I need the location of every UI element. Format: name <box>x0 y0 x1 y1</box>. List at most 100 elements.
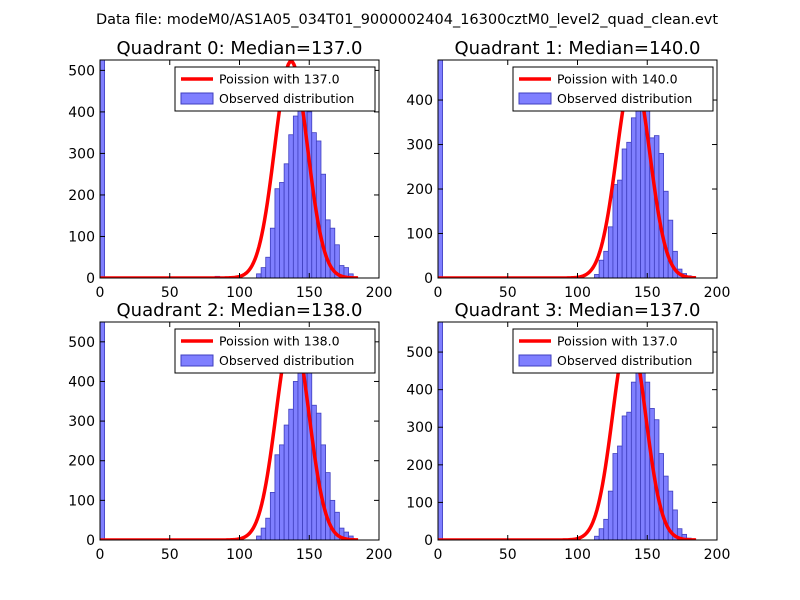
histogram-bar <box>626 141 632 278</box>
histogram-bar <box>265 517 271 540</box>
x-tick-label: 150 <box>634 285 661 301</box>
histogram-bar <box>626 411 632 540</box>
histogram-bar <box>667 219 674 278</box>
y-tick-label: 300 <box>68 414 95 430</box>
legend-label-hist: Observed distribution <box>219 91 354 106</box>
histogram-bar <box>607 226 614 278</box>
histogram-bar <box>269 227 276 278</box>
y-tick-label: 500 <box>68 335 95 351</box>
panel-quadrant-2: 0 50 100 150 200 0 100 200 300 400 500 Quadrant 2: … <box>68 300 392 563</box>
x-tick-label: 0 <box>96 547 105 563</box>
legend: Poission with 140.0 Observed distribution <box>512 66 714 112</box>
legend-bar-swatch <box>180 92 214 105</box>
histogram-bar <box>306 361 313 540</box>
y-tick-label: 200 <box>406 182 433 198</box>
x-tick-label: 50 <box>499 547 517 563</box>
legend-label-curve: Poission with 138.0 <box>219 334 340 349</box>
legend-bar-swatch <box>518 354 552 367</box>
panel-quadrant-0: 0 50 100 150 200 0 100 200 300 400 500 Quadrant 0: … <box>68 38 392 301</box>
histogram-bar <box>256 535 262 540</box>
panel-title: Quadrant 3: Median=137.0 <box>455 300 701 321</box>
legend: Poission with 137.0 Observed distribution <box>512 328 714 374</box>
x-tick-label: 150 <box>634 547 661 563</box>
histogram-bar <box>343 267 349 278</box>
y-tick-label: 200 <box>406 458 433 474</box>
histogram-bar <box>297 365 303 540</box>
y-tick-label: 300 <box>406 420 433 436</box>
legend-label-curve: Poission with 137.0 <box>557 334 678 349</box>
panel-title: Quadrant 1: Median=140.0 <box>455 38 701 59</box>
legend: Poission with 137.0 Observed distribution <box>174 66 376 112</box>
x-tick-label: 50 <box>161 547 179 563</box>
histogram-bar <box>635 359 641 540</box>
histogram-bar <box>630 117 637 278</box>
histogram-bar <box>283 424 290 540</box>
legend-bar-swatch <box>518 92 552 105</box>
x-tick-label: 50 <box>499 285 517 301</box>
x-tick-label: 50 <box>161 285 179 301</box>
y-tick-label: 300 <box>68 146 95 162</box>
y-tick-label: 0 <box>424 533 433 549</box>
histogram-bar <box>100 322 106 540</box>
histogram-bar <box>598 528 605 540</box>
x-tick-label: 150 <box>296 547 323 563</box>
x-tick-label: 150 <box>296 285 323 301</box>
histogram-bar <box>297 99 303 278</box>
histogram-bar <box>663 475 669 540</box>
x-tick-label: 200 <box>704 285 731 301</box>
plot-area <box>100 60 359 278</box>
histogram-bar <box>607 490 614 540</box>
y-tick-label: 400 <box>406 383 433 399</box>
y-tick-label: 400 <box>406 93 433 109</box>
histogram-bar <box>325 219 331 278</box>
histogram-bar <box>265 256 271 278</box>
histogram-bar <box>612 453 618 540</box>
histogram-bar <box>320 173 326 278</box>
histogram-bar <box>260 267 267 278</box>
y-tick-label: 100 <box>406 495 433 511</box>
histogram-bar <box>274 454 280 540</box>
histogram-bar <box>598 259 605 278</box>
histogram-bar <box>325 472 331 540</box>
y-tick-label: 300 <box>406 138 433 154</box>
legend: Poission with 138.0 Observed distribution <box>174 328 376 374</box>
histogram-bar <box>630 381 637 540</box>
histogram-bar <box>617 445 623 540</box>
histogram-bar <box>274 188 280 278</box>
legend-label-hist: Observed distribution <box>557 353 692 368</box>
panel-quadrant-3: 0 50 100 150 200 0 100 200 300 400 500 Quadrant 3: … <box>406 300 730 563</box>
histogram-bar <box>288 408 294 540</box>
x-tick-label: 200 <box>366 547 393 563</box>
legend-bar-swatch <box>180 354 214 367</box>
y-tick-label: 400 <box>68 105 95 121</box>
y-tick-label: 100 <box>68 493 95 509</box>
histogram-bar <box>603 250 609 278</box>
y-tick-label: 0 <box>86 533 95 549</box>
x-tick-label: 100 <box>226 285 253 301</box>
histogram-bar <box>269 492 276 540</box>
histogram-bar <box>279 444 285 540</box>
x-tick-label: 200 <box>366 285 393 301</box>
x-tick-label: 200 <box>704 547 731 563</box>
histogram-bar <box>438 322 444 540</box>
histogram-bar <box>617 179 623 278</box>
histogram-bar <box>621 415 628 540</box>
y-tick-label: 200 <box>68 188 95 204</box>
histogram-bar <box>603 518 609 540</box>
histogram-bar <box>621 148 628 278</box>
y-tick-label: 0 <box>86 271 95 287</box>
x-tick-label: 100 <box>564 285 591 301</box>
y-tick-label: 100 <box>68 229 95 245</box>
histogram-bar <box>256 273 262 278</box>
y-tick-label: 400 <box>68 374 95 390</box>
histogram-bar <box>279 182 285 278</box>
histogram-bar <box>612 184 618 278</box>
x-tick-label: 100 <box>564 547 591 563</box>
histogram-bar <box>100 60 106 278</box>
histogram-bar <box>292 115 299 278</box>
panel-title: Quadrant 2: Median=138.0 <box>117 300 363 321</box>
panel-quadrant-1: 0 50 100 150 200 0 100 200 300 400 Quadrant 1: Med… <box>406 38 730 301</box>
histogram-bar <box>640 108 646 278</box>
y-tick-label: 200 <box>68 454 95 470</box>
